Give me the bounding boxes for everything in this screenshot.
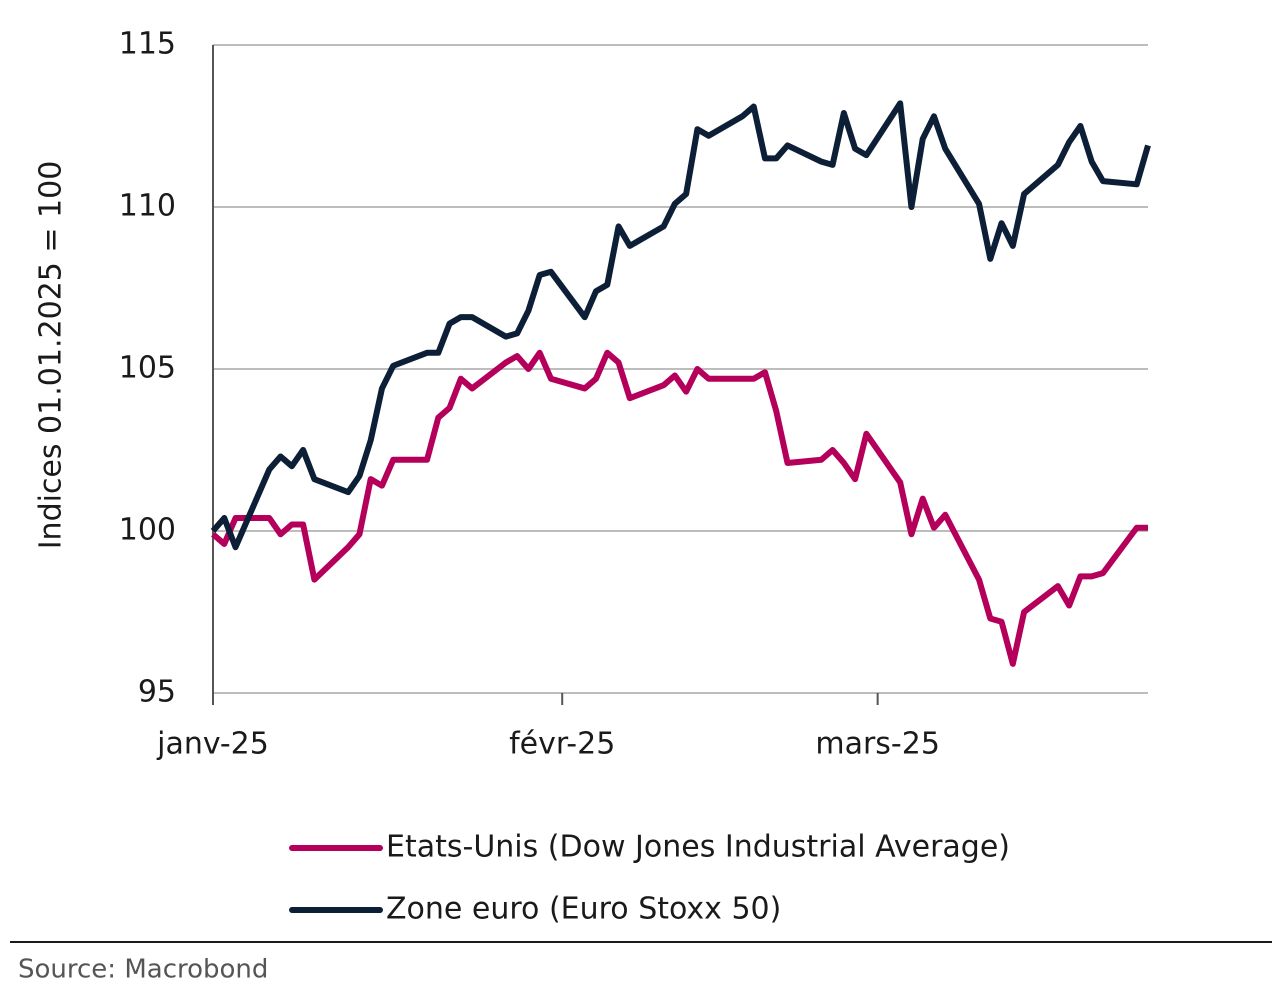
y-axis-label: Indices 01.01.2025 = 100: [34, 161, 69, 550]
legend-label: Etats-Unis (Dow Jones Industrial Average…: [386, 830, 1010, 865]
y-tick-label: 95: [138, 675, 176, 710]
y-tick-label: 100: [119, 513, 176, 548]
source: Source: Macrobond: [18, 955, 268, 985]
series-line: [210, 100, 1151, 551]
y-tick-label: 115: [119, 27, 176, 62]
x-tick-label: janv-25: [156, 727, 269, 762]
y-tick-label: 105: [119, 351, 176, 386]
legend-label: Zone euro (Euro Stoxx 50): [386, 892, 781, 927]
x-tick-label: févr-25: [509, 727, 615, 762]
x-tick-label: mars-25: [815, 727, 940, 762]
y-tick-label: 110: [119, 189, 176, 224]
series-line: [211, 349, 1148, 667]
